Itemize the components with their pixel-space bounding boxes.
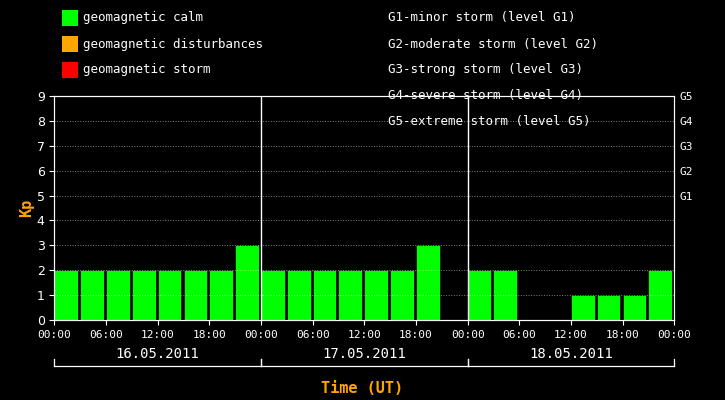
Text: G1-minor storm (level G1): G1-minor storm (level G1) bbox=[388, 12, 576, 24]
Bar bbox=[183, 270, 207, 320]
Text: geomagnetic disturbances: geomagnetic disturbances bbox=[83, 38, 263, 50]
Text: G3-strong storm (level G3): G3-strong storm (level G3) bbox=[388, 64, 583, 76]
Bar bbox=[54, 270, 78, 320]
Bar bbox=[106, 270, 130, 320]
Bar bbox=[648, 270, 672, 320]
Bar bbox=[390, 270, 414, 320]
Bar bbox=[235, 245, 259, 320]
Text: geomagnetic calm: geomagnetic calm bbox=[83, 12, 204, 24]
Y-axis label: Kp: Kp bbox=[19, 199, 34, 217]
Bar bbox=[339, 270, 362, 320]
Text: 16.05.2011: 16.05.2011 bbox=[116, 347, 199, 361]
Bar bbox=[623, 295, 646, 320]
Bar bbox=[364, 270, 388, 320]
Bar bbox=[494, 270, 517, 320]
Text: geomagnetic storm: geomagnetic storm bbox=[83, 64, 211, 76]
Bar bbox=[80, 270, 104, 320]
Bar bbox=[157, 270, 181, 320]
Bar bbox=[132, 270, 156, 320]
Bar bbox=[674, 295, 698, 320]
Text: Time (UT): Time (UT) bbox=[321, 381, 404, 396]
Bar bbox=[416, 245, 439, 320]
Text: 17.05.2011: 17.05.2011 bbox=[323, 347, 406, 361]
Text: G2-moderate storm (level G2): G2-moderate storm (level G2) bbox=[388, 38, 598, 50]
Bar bbox=[312, 270, 336, 320]
Text: 18.05.2011: 18.05.2011 bbox=[529, 347, 613, 361]
Text: G5-extreme storm (level G5): G5-extreme storm (level G5) bbox=[388, 116, 590, 128]
Bar bbox=[287, 270, 310, 320]
Bar bbox=[261, 270, 285, 320]
Bar bbox=[468, 270, 492, 320]
Bar bbox=[571, 295, 594, 320]
Bar bbox=[597, 295, 621, 320]
Text: G4-severe storm (level G4): G4-severe storm (level G4) bbox=[388, 90, 583, 102]
Bar bbox=[210, 270, 233, 320]
